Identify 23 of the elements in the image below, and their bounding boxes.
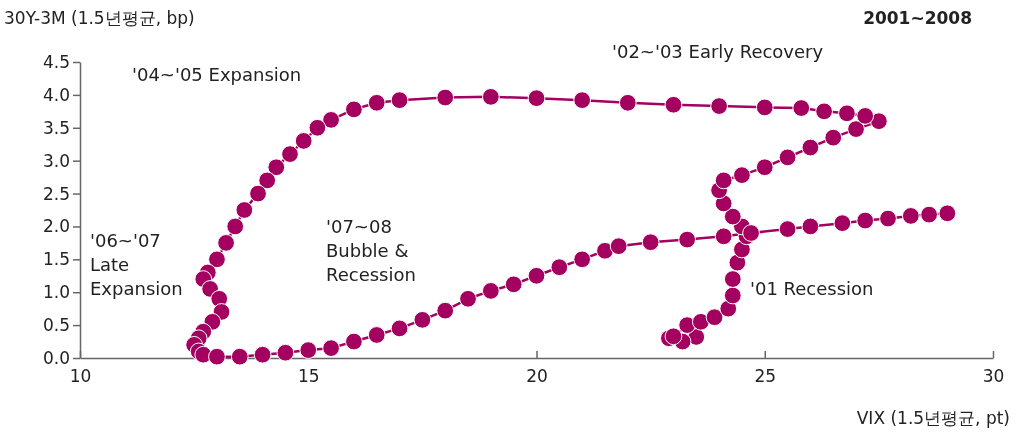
y-tick-label: 3.0 [42,150,70,171]
y-tick-label: 2.0 [42,216,70,237]
x-tick-label: 10 [69,366,92,387]
x-tick-label: 25 [754,366,777,387]
annotation: '04~'05 Expansion [132,64,302,85]
y-tick-label: 0.5 [42,315,70,336]
y-tick-label: 1.5 [42,249,70,270]
y-tick-label: 3.5 [42,117,70,138]
text: '02~'03 Early Recovery [612,41,824,62]
annotation: '01 Recession [750,278,874,299]
y-tick-label: 2.5 [42,183,70,204]
y-tick-label: 4.5 [42,51,70,72]
y-tick-label: 4.0 [42,84,70,105]
y-tick-label: 1.0 [42,282,70,303]
x-tick-label: 15 [297,366,320,387]
x-tick-label: 20 [526,366,548,387]
x-axis-title: VIX (1.5년평균, pt) [856,408,1010,428]
y-axis-title: 30Y-3M (1.5년평균, bp) [4,8,195,28]
y-tick-label: 0.0 [42,347,70,368]
annotation: '06~'07 Late Expansion [90,230,183,299]
chart-title: 2001~2008 [863,8,972,28]
x-tick-label: 30 [982,366,1005,387]
annotation: '07~08 Bubble & Recession [326,216,416,285]
